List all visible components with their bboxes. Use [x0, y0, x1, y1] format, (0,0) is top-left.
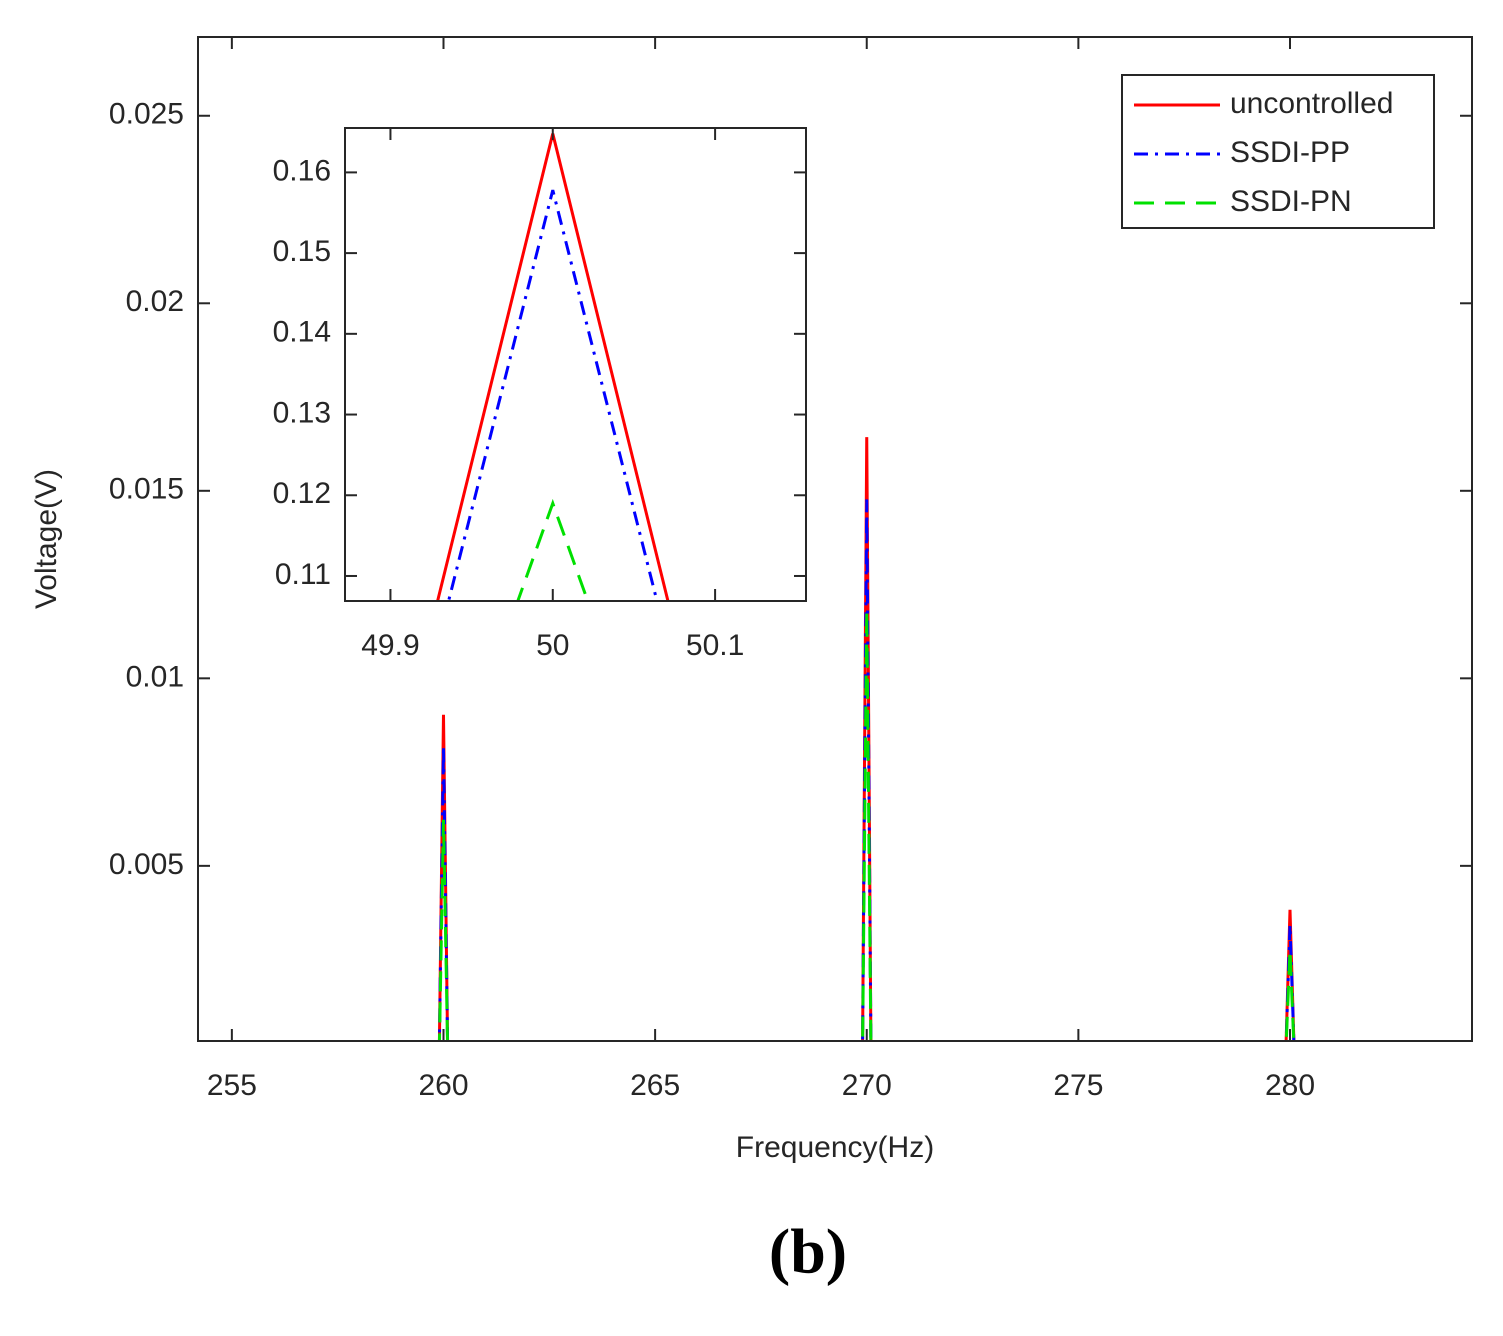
- plot-area: [345, 128, 806, 601]
- y-tick-label: 0.015: [109, 473, 184, 506]
- x-tick-label: 280: [1265, 1069, 1315, 1102]
- y-axis-label: Voltage(V): [30, 469, 63, 609]
- series-group: [437, 437, 1296, 1041]
- y-tick-label: 0.02: [126, 285, 184, 318]
- y-tick-label: 0.005: [109, 848, 184, 881]
- series-line: [447, 189, 659, 601]
- y-tick-label: 0.13: [273, 396, 331, 429]
- legend-label: SSDI-PN: [1230, 185, 1352, 218]
- x-tick-label: 50: [536, 629, 569, 662]
- x-tick-label: 50.1: [686, 629, 744, 662]
- y-tick-label: 0.11: [275, 558, 331, 591]
- x-tick-label: 260: [418, 1069, 468, 1102]
- x-tick-label: 49.9: [361, 629, 419, 662]
- y-tick-label: 0.14: [273, 316, 331, 349]
- axes-box: [344, 127, 807, 602]
- legend-label: SSDI-PP: [1230, 136, 1350, 169]
- y-tick-label: 0.15: [273, 235, 331, 268]
- series-line: [516, 498, 590, 601]
- y-tick-label: 0.16: [273, 154, 331, 187]
- x-axis-label: Frequency(Hz): [736, 1131, 934, 1164]
- y-tick-label: 0.12: [273, 477, 331, 510]
- x-tick-label: 275: [1053, 1069, 1103, 1102]
- x-tick-label: 255: [207, 1069, 257, 1102]
- y-tick-label: 0.025: [109, 98, 184, 131]
- axes-box: [197, 36, 1473, 1042]
- legend-label: uncontrolled: [1230, 87, 1393, 120]
- series-line: [437, 609, 1296, 1041]
- x-tick-label: 265: [630, 1069, 680, 1102]
- x-tick-label: 270: [842, 1069, 892, 1102]
- y-tick-label: 0.01: [126, 660, 184, 693]
- caption: (b): [769, 1216, 847, 1287]
